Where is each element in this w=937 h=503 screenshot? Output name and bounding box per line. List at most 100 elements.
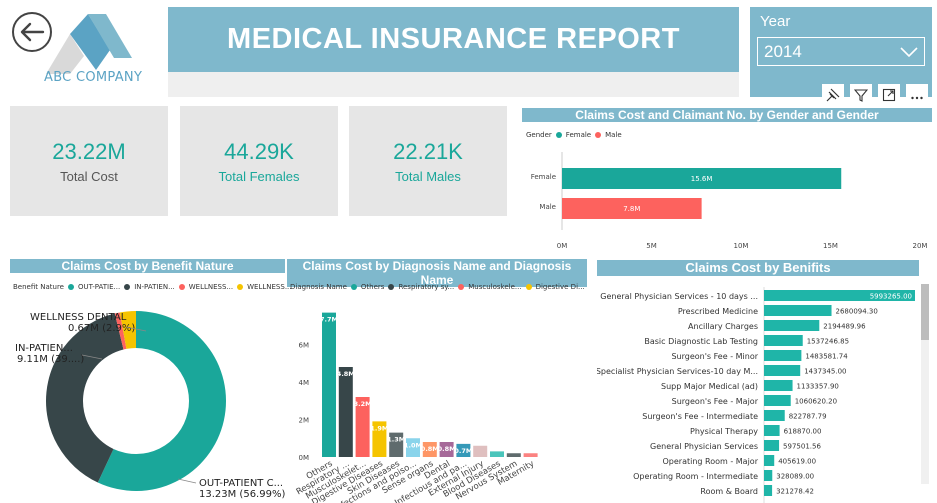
category-label: Prescribed Medicine [678,307,758,316]
more-options-icon [911,96,923,100]
category-label: Surgeon's Fee - Intermediate [642,412,758,421]
legend-item[interactable]: Respiratory sy... [398,283,455,291]
bar [764,440,780,451]
data-label: 4.8M [337,370,355,378]
year-slicer [750,7,932,97]
company-name: ABC COMPANY [44,70,143,85]
kpi-value: 23.22M [52,138,126,164]
bar [456,443,471,457]
category-label: Basic Diagnostic Lab Testing [644,337,758,346]
more-options-button[interactable] [906,84,928,106]
bar [322,312,336,457]
legend-swatch [237,284,244,290]
chevron-down-icon [900,46,918,57]
category-label: Physical Therapy [690,427,758,436]
data-label: 1437345.00 [804,368,846,376]
company-logo [46,14,132,74]
bar [389,432,404,457]
benefit-chart-legend: Benefit Nature OUT-PATIE... IN-PATIEN...… [13,283,292,291]
bar [764,320,820,331]
category-label: Surgeon's Fee - Minor [671,352,758,361]
year-dropdown[interactable]: 2014 [757,37,925,66]
bar [764,380,793,391]
data-label: 0.7M [454,447,472,455]
back-arrow-icon [20,22,45,42]
bar [764,485,773,496]
bar [764,335,803,346]
year-slicer-label: Year [760,13,791,30]
legend-swatch [388,284,395,290]
legend-item[interactable]: WELLNESS... [188,283,234,291]
data-label: 0.8M [438,445,456,453]
bar [764,470,773,481]
tick-label: 0M [299,454,310,462]
bar [562,168,842,189]
data-label: 1133357.90 [797,383,839,391]
data-label: 3.2M [354,400,372,408]
benefits-scrollbar[interactable] [921,284,929,484]
data-label: 0.8M [421,445,439,453]
kpi-label: Total Males [395,168,461,184]
bar [372,421,387,457]
bar [355,397,370,457]
kpi-label: Total Females [218,168,300,184]
data-label: 405619.00 [778,458,816,466]
data-label: 5993265.00 [870,293,912,301]
legend-swatch [595,132,602,138]
bar [439,442,454,457]
legend-item[interactable]: Male [605,131,622,139]
title-underbar [168,72,739,97]
legend-title: Diagnosis Name [290,283,347,291]
category-label: Room & Board [700,487,758,496]
focus-mode-button[interactable] [878,84,900,106]
legend-item[interactable]: Digestive Di... [535,283,585,291]
data-label: 328089.00 [776,473,814,481]
benefits-chart-title: Claims Cost by Benifits [597,260,919,276]
slice-value: 13.23M (56.99%) [199,489,285,500]
category-label: Male [539,203,556,211]
legend-item[interactable]: WELLNESS... [247,283,292,291]
legend-item[interactable]: Others [360,283,385,291]
data-label: 321278.42 [776,488,814,496]
back-button[interactable] [12,12,52,52]
benefits-scroll-thumb[interactable] [921,284,929,340]
bar [473,445,488,457]
bar [422,442,437,457]
bar [562,198,702,219]
gender-chart-title: Claims Cost and Claimant No. by Gender a… [522,108,932,122]
data-label: 1.3M [387,436,405,444]
category-label: Operating Room - Intermediate [633,472,758,481]
tick-label: 20M [913,242,928,250]
kpi-total-females: 44.29K Total Females [180,106,338,216]
legend-swatch [124,284,131,290]
year-dropdown-value: 2014 [764,41,802,61]
legend-swatch [350,284,357,290]
data-label: 618870.00 [784,428,822,436]
legend-item[interactable]: Female [565,131,592,139]
donut-slice [46,313,124,483]
slice-value: 0.67M (2.9%) [68,323,135,334]
bar [764,410,785,421]
data-label: 2194489.96 [823,323,866,331]
donut-slice [119,311,136,349]
legend-item[interactable]: OUT-PATIE... [77,283,121,291]
legend-swatch [525,284,532,290]
tick-label: 4M [299,379,310,387]
legend-title: Benefit Nature [13,283,64,291]
filter-button[interactable] [850,84,872,106]
data-label: 822787.79 [789,413,827,421]
category-label: Operating Room - Major [662,457,758,466]
pin-button[interactable] [822,84,844,106]
slice-value: 9.11M (39....) [17,354,84,365]
pin-icon [826,88,840,102]
benefit-chart-title: Claims Cost by Benefit Nature [10,259,285,273]
bar [506,453,521,457]
bar [764,365,801,376]
legend-item[interactable]: Musculoskele... [468,283,522,291]
focus-mode-icon [882,88,896,102]
category-label: Supp Major Medical (ad) [661,382,758,391]
legend-item[interactable]: IN-PATIEN... [134,283,175,291]
data-label: 2680094.30 [836,308,878,316]
